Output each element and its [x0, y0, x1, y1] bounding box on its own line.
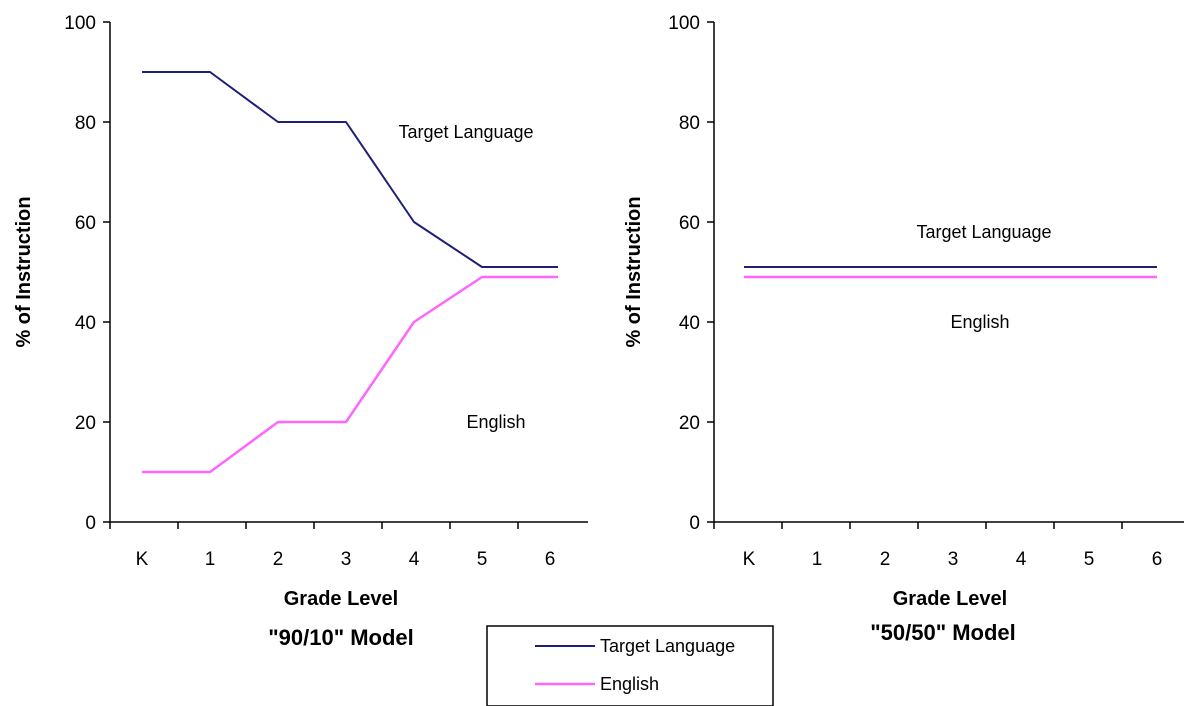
annotation-target-language-left: Target Language: [398, 122, 533, 142]
x-tick-label: 6: [545, 549, 556, 570]
y-ticks-left: 0 20 40 60 80 100: [64, 13, 110, 534]
annotation-english-left: English: [466, 412, 525, 432]
y-tick-label: 60: [75, 213, 96, 234]
x-tick-label: 4: [1016, 549, 1027, 570]
legend-label-target-language: Target Language: [600, 636, 735, 656]
x-tick-label: 5: [1084, 549, 1095, 570]
series-line-english: [142, 275, 558, 474]
x-tick-label: 4: [409, 549, 420, 570]
y-tick-label: 40: [679, 313, 700, 334]
y-tick-label: 40: [75, 313, 96, 334]
x-axis-title-left: Grade Level: [284, 588, 399, 610]
y-tick-label: 60: [679, 213, 700, 234]
x-ticks-left: K 1 2 3 4 5 6: [109, 522, 556, 570]
y-axis-title-right: % of Instruction: [623, 196, 645, 347]
y-tick-label: 0: [689, 513, 700, 534]
x-tick-label: 3: [341, 549, 352, 570]
y-tick-label: 100: [668, 13, 700, 34]
y-tick-label: 80: [75, 113, 96, 134]
series-line-target-language: [142, 71, 558, 268]
y-tick-label: 0: [85, 513, 96, 534]
x-tick-label: 2: [880, 549, 891, 570]
x-tick-label: K: [136, 549, 149, 570]
x-tick-label: K: [743, 549, 756, 570]
model-title-right: "50/50" Model: [870, 620, 1016, 645]
legend: Target Language English: [486, 625, 774, 706]
x-tick-label: 2: [273, 549, 284, 570]
series-left: [142, 71, 558, 474]
x-tick-label: 3: [948, 549, 959, 570]
chart-50-50: 0 20 40 60 80 100 K 1 2 3 4 5 6 % of Instruction Gr…: [623, 13, 1184, 645]
model-title-left: "90/10" Model: [268, 625, 414, 650]
y-tick-label: 100: [64, 13, 96, 34]
x-ticks-right: K 1 2 3 4 5 6: [713, 522, 1163, 570]
y-ticks-right: 0 20 40 60 80 100: [668, 13, 714, 534]
legend-box: [486, 625, 774, 706]
chart-90-10: 0 20 40 60 80 100 K 1 2 3 4 5 6 % of Instruction Gr…: [13, 13, 588, 650]
y-tick-label: 80: [679, 113, 700, 134]
x-tick-label: 1: [812, 549, 823, 570]
annotation-english-right: English: [950, 312, 1009, 332]
x-tick-label: 1: [205, 549, 216, 570]
x-tick-label: 5: [477, 549, 488, 570]
x-tick-label: 6: [1152, 549, 1163, 570]
y-axis-title-left: % of Instruction: [13, 196, 35, 347]
annotation-target-language-right: Target Language: [916, 222, 1051, 242]
x-axis-title-right: Grade Level: [893, 588, 1008, 610]
legend-label-english: English: [600, 674, 659, 694]
y-tick-label: 20: [679, 413, 700, 434]
y-tick-label: 20: [75, 413, 96, 434]
series-right: [744, 266, 1157, 279]
